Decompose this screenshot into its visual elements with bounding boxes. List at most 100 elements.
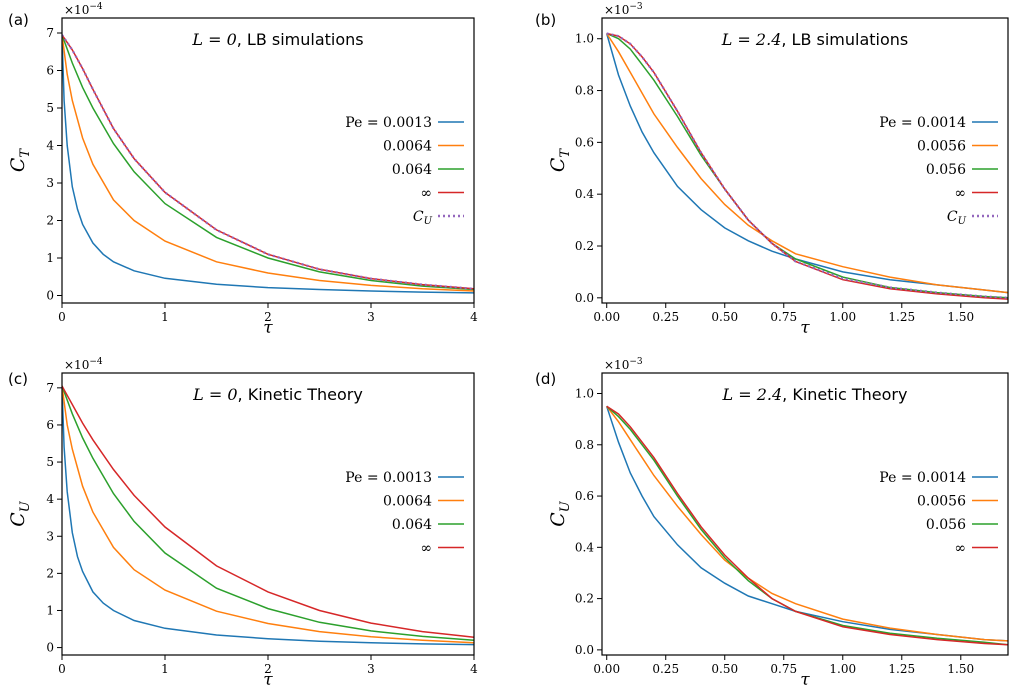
y-tick-label: 6 [46, 418, 54, 432]
x-tick-label: 2 [264, 310, 272, 324]
x-tick-label: 1.00 [829, 310, 856, 324]
x-tick-label: 0.25 [652, 310, 679, 324]
chart-panel-4: (d)×10−30.00 0.25 0.50 0.75 1.00 1.25 1.500.00… [535, 357, 1009, 690]
series-line-4 [606, 405, 1008, 646]
panel-label: (c) [8, 370, 28, 388]
series-line-2 [62, 385, 474, 644]
plot-frame [601, 17, 1009, 304]
x-tick-label: 0.50 [711, 662, 738, 676]
y-axis-label: CT [7, 148, 33, 173]
panel-title: L = 2.4, LB simulations [721, 30, 909, 49]
y-tick-label: 1.0 [575, 32, 594, 46]
series-line-2 [606, 33, 1008, 294]
legend-label: 0.064 [392, 162, 432, 178]
plot-frame [61, 372, 475, 656]
series-line-5 [62, 34, 474, 290]
y-tick-label: 0.8 [575, 438, 594, 452]
axis-scale-factor: ×10−4 [64, 357, 103, 372]
y-tick-label: 7 [46, 26, 54, 40]
series-line-1 [62, 385, 474, 646]
y-tick-label: 1 [46, 251, 54, 265]
legend: Pe = 0.0013 0.0064 0.064 ∞ [345, 470, 464, 557]
plot-frame [601, 372, 1009, 656]
y-tick-label: 7 [46, 381, 54, 395]
y-tick-label: 0.0 [575, 643, 594, 657]
series-line-3 [62, 385, 474, 641]
panel-title: L = 0, Kinetic Theory [192, 385, 363, 404]
legend-label: CU [947, 209, 967, 227]
y-tick-label: 2 [46, 566, 54, 580]
legend-label: 0.064 [392, 517, 432, 533]
x-tick-label: 1.50 [947, 662, 974, 676]
legend: Pe = 0.0014 0.0056 0.056 ∞ CU [879, 115, 998, 227]
x-tick-label: 0.00 [593, 310, 620, 324]
x-tick-label: 0.50 [711, 310, 738, 324]
legend-label: ∞ [954, 186, 966, 202]
series-line-3 [62, 34, 474, 291]
series-group [62, 34, 474, 294]
series-group [605, 405, 1008, 646]
x-tick-label: 1.25 [888, 662, 915, 676]
panel-label: (a) [8, 11, 29, 29]
y-tick-label: 4 [46, 139, 54, 153]
x-tick-label: 0.75 [770, 310, 797, 324]
x-tick-label: 0.75 [770, 662, 797, 676]
x-tick-label: 1 [161, 310, 169, 324]
x-tick-label: 0.00 [593, 662, 620, 676]
axis-scale-factor: ×10−3 [604, 357, 643, 372]
series-line-4 [62, 385, 474, 638]
x-tick-label: 3 [367, 662, 375, 676]
x-axis-label: τ [263, 670, 273, 690]
x-tick-label: 1.25 [888, 310, 915, 324]
legend-label: Pe = 0.0013 [345, 115, 432, 131]
legend-label: 0.056 [926, 517, 966, 533]
y-tick-label: 4 [46, 492, 54, 506]
y-tick-label: 0.4 [575, 187, 594, 201]
x-tick-label: 1 [161, 662, 169, 676]
y-tick-label: 0.0 [575, 291, 594, 305]
series-line-2 [62, 34, 474, 292]
legend-label: 0.0064 [383, 139, 432, 155]
y-tick-label: 1 [46, 603, 54, 617]
legend-label: Pe = 0.0013 [345, 470, 432, 486]
x-axis-label: τ [800, 318, 810, 338]
legend-label: Pe = 0.0014 [879, 470, 966, 486]
y-tick-label: 0.6 [575, 135, 594, 149]
legend-label: ∞ [954, 541, 966, 557]
y-tick-label: 6 [46, 64, 54, 78]
legend: Pe = 0.0014 0.0056 0.056 ∞ [879, 470, 998, 557]
x-tick-label: 4 [470, 662, 478, 676]
y-tick-label: 0.2 [575, 239, 594, 253]
y-tick-label: 0 [46, 289, 54, 303]
y-tick-label: 0 [46, 641, 54, 655]
y-tick-label: 1.0 [575, 387, 594, 401]
panel-title: L = 0, LB simulations [191, 30, 363, 49]
legend-label: 0.0056 [917, 494, 966, 510]
x-tick-label: 0.25 [652, 662, 679, 676]
y-tick-label: 3 [46, 529, 54, 543]
y-tick-label: 0.8 [575, 84, 594, 98]
legend-label: ∞ [420, 186, 432, 202]
axis-scale-factor: ×10−3 [604, 2, 643, 17]
y-tick-label: 0.2 [575, 592, 594, 606]
legend-label: 0.056 [926, 162, 966, 178]
series-line-3 [606, 405, 1008, 646]
series-line-5 [606, 32, 1008, 299]
plot-frame [61, 17, 475, 304]
panel-title: L = 2.4, Kinetic Theory [722, 385, 908, 404]
y-tick-label: 0.6 [575, 489, 594, 503]
legend-label: ∞ [420, 541, 432, 557]
x-tick-label: 4 [470, 310, 478, 324]
legend: Pe = 0.0013 0.0064 0.064 ∞ CU [345, 115, 464, 227]
legend-label: 0.0056 [917, 139, 966, 155]
series-line-1 [605, 33, 1008, 294]
y-tick-label: 0.4 [575, 540, 594, 554]
series-group [62, 385, 474, 646]
x-tick-label: 3 [367, 310, 375, 324]
x-axis-label: τ [800, 670, 810, 690]
y-tick-label: 5 [46, 101, 54, 115]
y-tick-label: 2 [46, 214, 54, 228]
series-group [605, 32, 1008, 300]
chart-panel-3: (c) ×10−4 0 1 2 3 4 0 1 2 3 4 5 6 7 τ CU L = 0, Kinetic T… [7, 357, 478, 690]
